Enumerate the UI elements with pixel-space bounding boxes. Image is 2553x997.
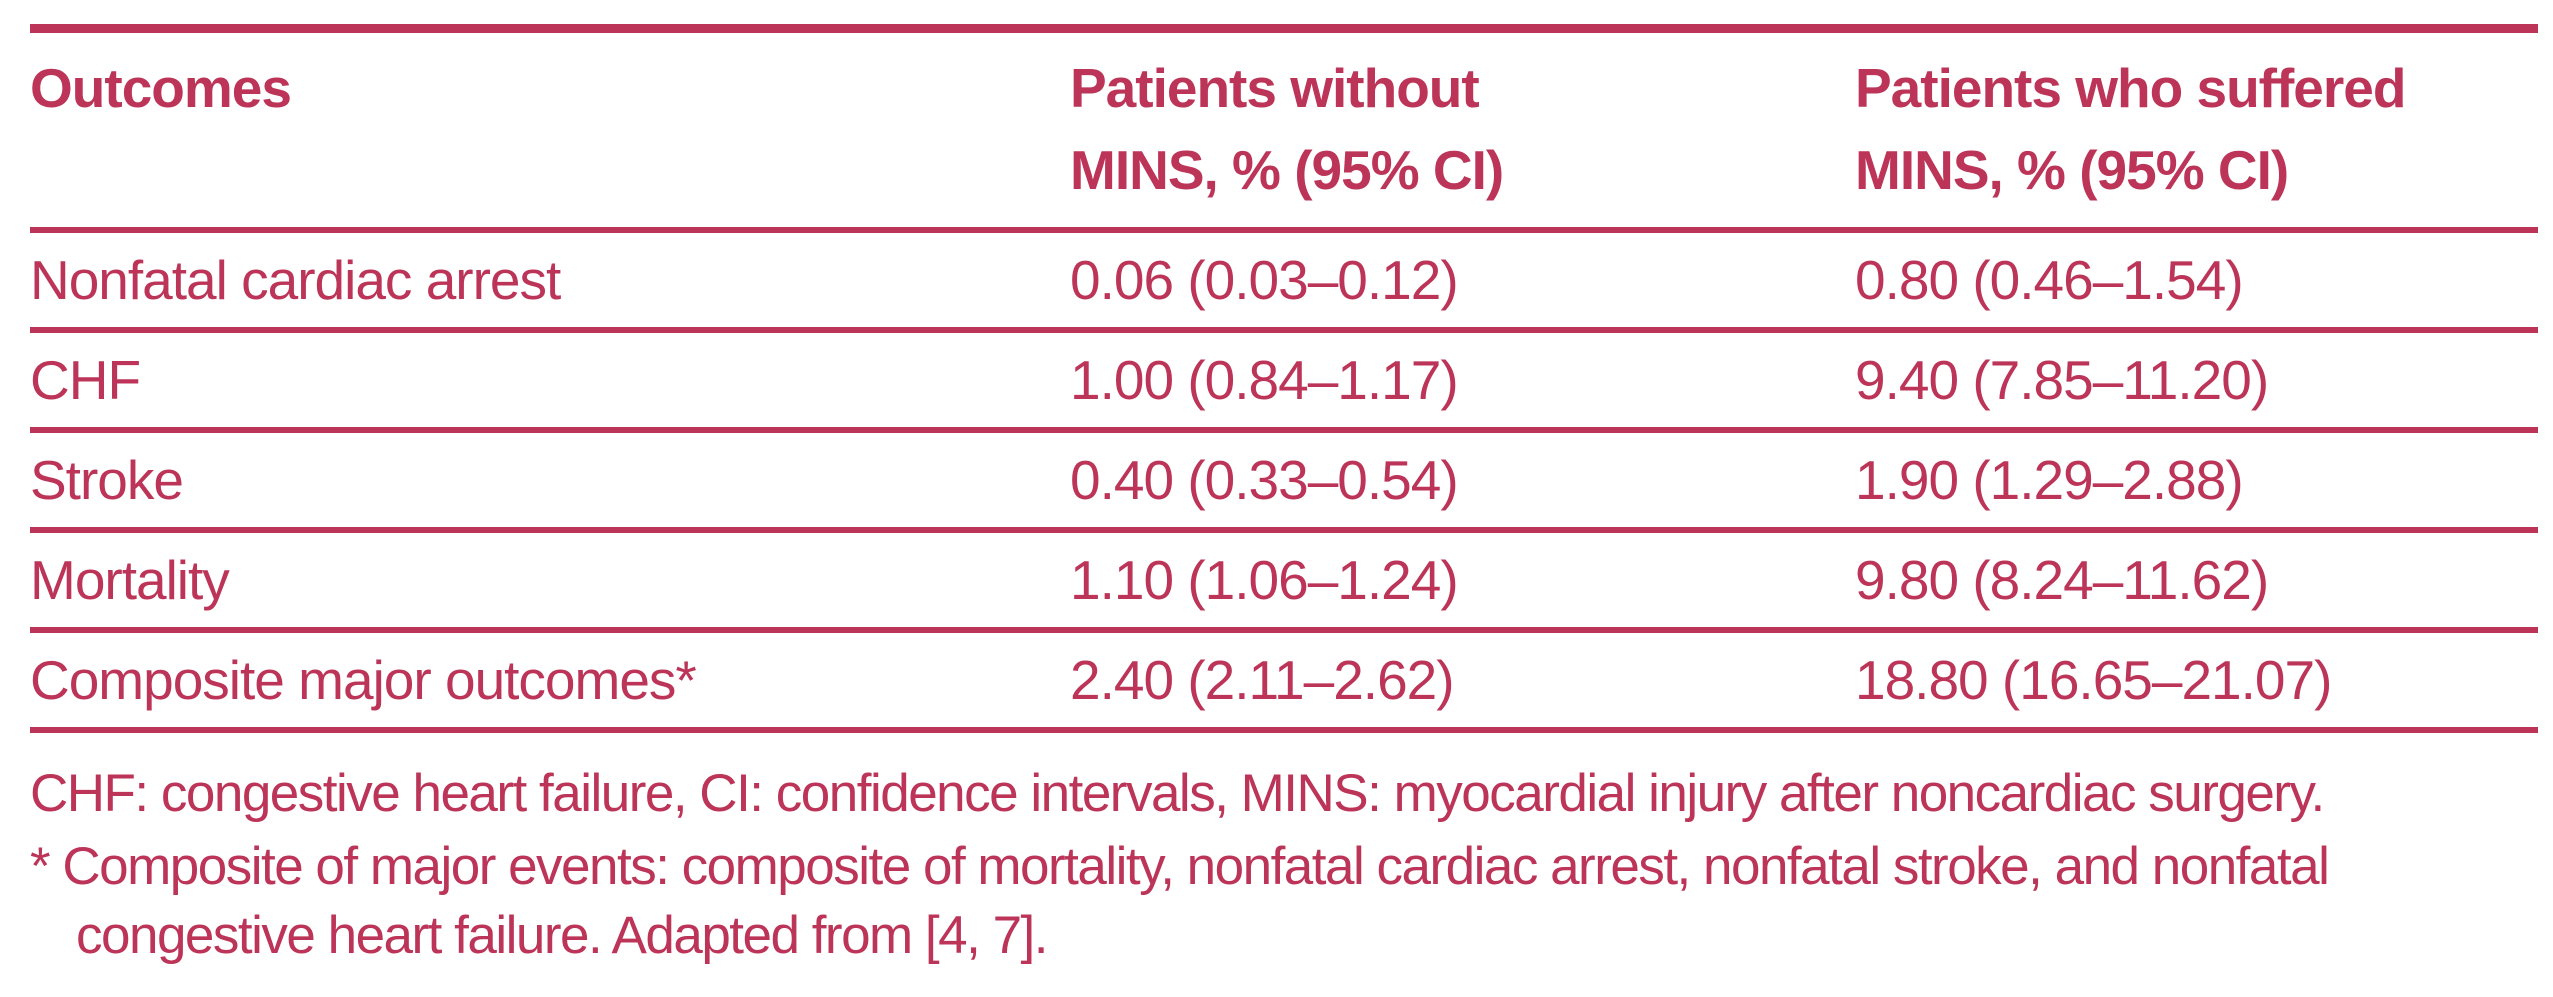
without-mins-cell: 1.00 (0.84–1.17): [1070, 330, 1855, 433]
footnote-asterisk: * Composite of major events: composite o…: [30, 837, 2330, 965]
table-row: Composite major outcomes* 2.40 (2.11–2.62…: [30, 630, 2538, 733]
footnotes: CHF: congestive heart failure, CI: confi…: [30, 759, 2538, 970]
outcome-cell: Stroke: [30, 430, 1070, 533]
outcome-cell: Mortality: [30, 530, 1070, 633]
table-row: CHF 1.00 (0.84–1.17) 9.40 (7.85–11.20): [30, 330, 2538, 433]
without-mins-cell: 0.40 (0.33–0.54): [1070, 430, 1855, 533]
outcomes-tbody: Nonfatal cardiac arrest 0.06 (0.03–0.12) 0…: [30, 230, 2538, 733]
footnote-abbreviations: CHF: congestive heart failure, CI: confi…: [30, 764, 2325, 823]
outcomes-table: Outcomes Patients without MINS, % (95% C…: [30, 24, 2538, 733]
header-outcomes-label: Outcomes: [30, 57, 292, 119]
with-mins-cell: 9.80 (8.24–11.62): [1855, 530, 2538, 633]
header-with-mins: Patients who suffered MINS, % (95% CI): [1855, 28, 2538, 233]
outcome-cell: CHF: [30, 330, 1070, 433]
without-mins-cell: 1.10 (1.06–1.24): [1070, 530, 1855, 633]
outcome-cell: Composite major outcomes*: [30, 630, 1070, 733]
header-without-mins-line2: MINS, % (95% CI): [1070, 139, 1504, 201]
table-row: Mortality 1.10 (1.06–1.24) 9.80 (8.24–11.6…: [30, 530, 2538, 633]
header-with-mins-line1: Patients who suffered: [1855, 57, 2406, 119]
outcome-cell: Nonfatal cardiac arrest: [30, 230, 1070, 333]
table-header: Outcomes Patients without MINS, % (95% C…: [30, 28, 2538, 233]
with-mins-cell: 18.80 (16.65–21.07): [1855, 630, 2538, 733]
with-mins-cell: 0.80 (0.46–1.54): [1855, 230, 2538, 333]
table-row: Nonfatal cardiac arrest 0.06 (0.03–0.12) 0…: [30, 230, 2538, 333]
header-without-mins-line1: Patients without: [1070, 57, 1480, 119]
header-without-mins: Patients without MINS, % (95% CI): [1070, 28, 1855, 233]
with-mins-cell: 1.90 (1.29–2.88): [1855, 430, 2538, 533]
header-row: Outcomes Patients without MINS, % (95% C…: [30, 28, 2538, 233]
with-mins-cell: 9.40 (7.85–11.20): [1855, 330, 2538, 433]
header-outcomes: Outcomes: [30, 28, 1070, 233]
table-row: Stroke 0.40 (0.33–0.54) 1.90 (1.29–2.88): [30, 430, 2538, 533]
header-with-mins-line2: MINS, % (95% CI): [1855, 139, 2289, 201]
without-mins-cell: 0.06 (0.03–0.12): [1070, 230, 1855, 333]
without-mins-cell: 2.40 (2.11–2.62): [1070, 630, 1855, 733]
